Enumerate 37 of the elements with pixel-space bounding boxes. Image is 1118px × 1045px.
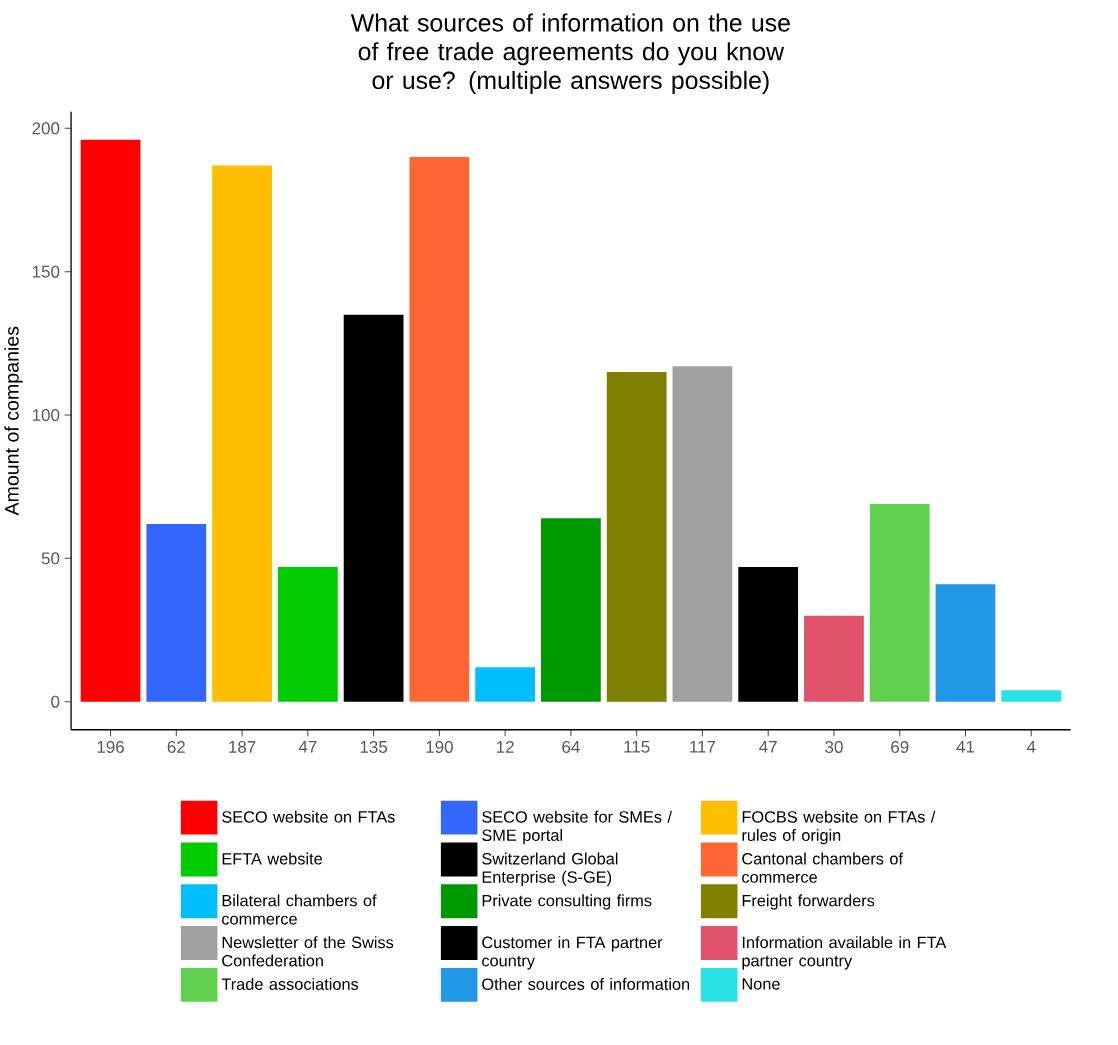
y-axis-title: Amount of companies bbox=[4, 326, 23, 516]
y-tick-label: 150 bbox=[32, 265, 60, 278]
legend-label: EFTA website bbox=[222, 852, 322, 865]
x-tick-label: 4 bbox=[1026, 741, 1036, 753]
y-tick-label: 0 bbox=[51, 695, 60, 708]
x-tick-label: 47 bbox=[298, 741, 317, 753]
y-tick-label: 100 bbox=[32, 409, 60, 422]
x-tick-label: 135 bbox=[360, 741, 388, 754]
x-tick-label: 196 bbox=[97, 741, 124, 754]
chart-title: What sources of information on the use of free trade agreements do you know or use? (multiple answers possible) bbox=[350, 13, 790, 95]
legend-label: Private consulting firms bbox=[482, 894, 652, 910]
x-tick-label: 187 bbox=[229, 741, 256, 754]
y-tick-label: 50 bbox=[41, 552, 60, 565]
legend-label: Bilateral chambers of commerce bbox=[222, 894, 377, 925]
x-tick-label: 190 bbox=[426, 741, 453, 754]
legend-label: None bbox=[742, 978, 780, 990]
x-tick-label: 69 bbox=[891, 741, 909, 754]
x-tick-label: 12 bbox=[496, 741, 514, 753]
legend-label: Other sources of information bbox=[482, 978, 690, 991]
x-tick-label: 115 bbox=[624, 741, 650, 753]
legend-label: Newsletter of the Swiss Confederation bbox=[222, 936, 394, 967]
x-tick-label: 62 bbox=[167, 741, 185, 754]
y-tick-label: 200 bbox=[32, 122, 60, 135]
legend-label: Freight forwarders bbox=[742, 894, 875, 910]
legend-label: FOCBS website on FTAs / rules of origin bbox=[742, 810, 936, 845]
x-tick-label: 117 bbox=[690, 741, 716, 753]
legend-label: SECO website for SMEs / SME portal bbox=[482, 810, 672, 845]
legend-label: Trade associations bbox=[221, 978, 359, 991]
x-tick-label: 41 bbox=[956, 741, 975, 753]
legend-label: SECO website on FTAs bbox=[222, 810, 395, 823]
x-tick-label: 30 bbox=[825, 741, 843, 754]
legend-label: Information available in FTA partner country bbox=[742, 936, 947, 970]
x-tick-label: 47 bbox=[759, 741, 777, 753]
legend-label: Switzerland Global Enterprise (S-GE) bbox=[482, 852, 618, 887]
legend-label: Customer in FTA partner country bbox=[482, 936, 663, 970]
legend-label: Cantonal chambers of commerce bbox=[742, 852, 904, 883]
x-tick-label: 64 bbox=[562, 741, 580, 754]
